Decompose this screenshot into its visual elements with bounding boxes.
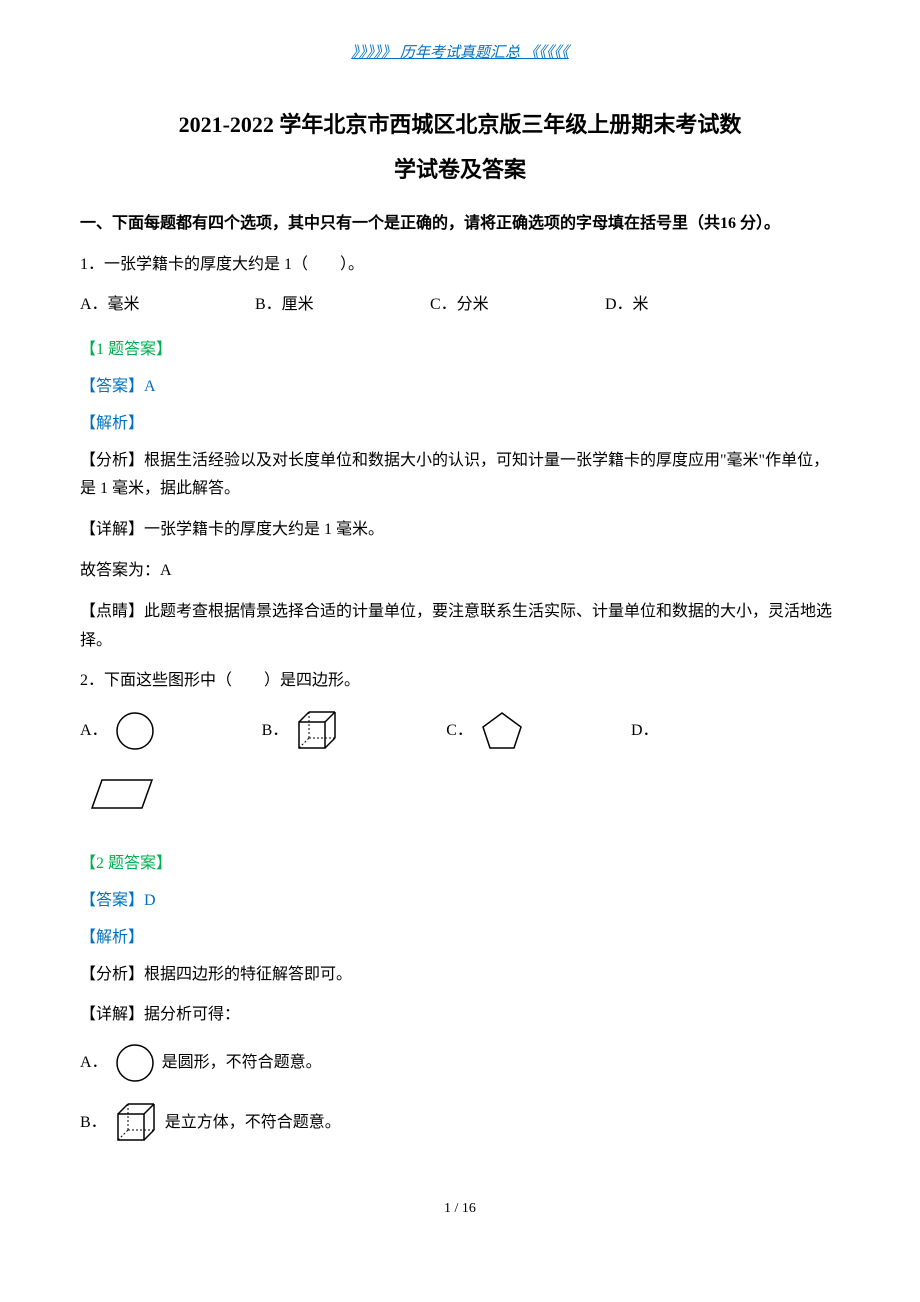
q2-optC-label: C． (446, 717, 473, 746)
circle-icon-2 (114, 1042, 156, 1084)
q1-option-a: A．毫米 (80, 291, 255, 320)
q2-option-a: A． (80, 710, 162, 752)
q1-detail: 【详解】一张学籍卡的厚度大约是 1 毫米。 (80, 516, 840, 545)
q1-analysis: 【分析】根据生活经验以及对长度单位和数据大小的认识，可知计量一张学籍卡的厚度应用… (80, 447, 840, 505)
q2-options: A． B． C． (80, 708, 840, 834)
q1-option-d: D．米 (605, 291, 780, 320)
q2-itemA-prefix: A． (80, 1049, 108, 1078)
q2-detail: 【详解】据分析可得： (80, 1001, 840, 1030)
q2-option-d: D． (631, 717, 659, 746)
exam-title-line1: 2021-2022 学年北京市西城区北京版三年级上册期末考试数 (80, 107, 840, 142)
q1-option-b: B．厘米 (255, 291, 430, 320)
q2-option-c: C． (446, 710, 531, 752)
q1-text: 1．一张学籍卡的厚度大约是 1（ ）。 (80, 251, 840, 280)
q2-text: 2．下面这些图形中（ ）是四边形。 (80, 667, 840, 696)
q2-option-b: B． (262, 708, 347, 754)
q2-itemB-suffix: 是立方体，不符合题意。 (165, 1109, 341, 1138)
exam-title-line2: 学试卷及答案 (80, 150, 840, 190)
q2-optA-label: A． (80, 717, 108, 746)
q1-conclusion: 故答案为：A (80, 557, 840, 586)
q2-itemB-prefix: B． (80, 1109, 107, 1138)
q1-tip: 【点睛】此题考查根据情景选择合适的计量单位，要注意联系生活实际、计量单位和数据的… (80, 598, 840, 656)
q2-item-b: B． 是立方体，不符合题意。 (80, 1100, 840, 1146)
header-archive-link[interactable]: 》》》》》 历年考试真题汇总 《《《《《 (80, 40, 840, 67)
q2-analysis: 【分析】根据四边形的特征解答即可。 (80, 961, 840, 990)
q1-answer: 【答案】A (80, 373, 840, 402)
page-number: 1 / 16 (80, 1196, 840, 1221)
q2-itemA-suffix: 是圆形，不符合题意。 (162, 1049, 322, 1078)
section-1-header: 一、下面每题都有四个选项，其中只有一个是正确的，请将正确选项的字母填在括号里（共… (80, 210, 840, 239)
cube-icon-2 (113, 1100, 159, 1146)
pentagon-icon (479, 710, 525, 752)
q1-explain-label: 【解析】 (80, 410, 840, 439)
q2-optD-label: D． (631, 717, 659, 746)
q2-answer-label: 【2 题答案】 (80, 850, 840, 879)
q1-options: A．毫米 B．厘米 C．分米 D．米 (80, 291, 840, 320)
q2-optB-label: B． (262, 717, 289, 746)
q1-answer-label: 【1 题答案】 (80, 336, 840, 365)
cube-icon (294, 708, 340, 754)
q2-item-a: A． 是圆形，不符合题意。 (80, 1042, 840, 1084)
q1-option-c: C．分米 (430, 291, 605, 320)
q2-answer: 【答案】D (80, 887, 840, 916)
q2-explain-label: 【解析】 (80, 924, 840, 953)
circle-icon (114, 710, 156, 752)
q2-option-d-shape (80, 774, 840, 814)
parallelogram-icon (86, 774, 158, 814)
